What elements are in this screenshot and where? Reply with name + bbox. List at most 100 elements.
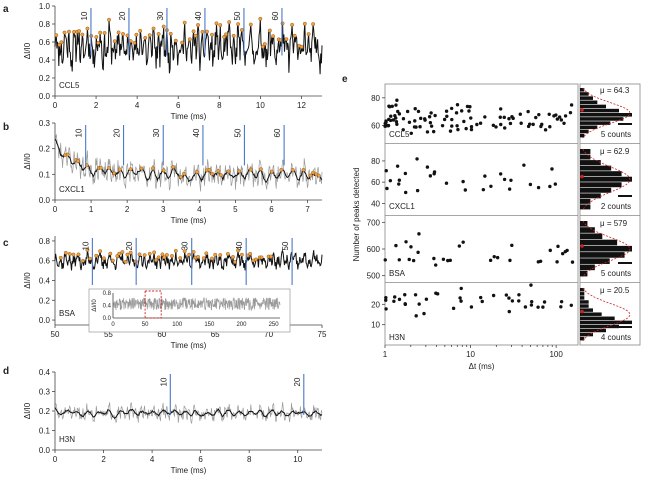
scatter-point (518, 112, 523, 116)
detected-peak-point (269, 254, 274, 259)
scatter-point (384, 295, 388, 300)
y-tick-label: 0.2 (39, 74, 51, 83)
scatter-point (550, 167, 554, 171)
histogram-bar (580, 204, 591, 210)
detected-peak-point (187, 37, 192, 42)
x-tick-label: 0 (53, 101, 58, 110)
detected-peak-point (143, 35, 148, 40)
scatter-point (397, 182, 401, 186)
histogram-bar (580, 252, 625, 258)
sample-label: CXCL1 (389, 202, 415, 211)
histogram-bar (580, 96, 593, 100)
detected-peak-point (178, 175, 183, 179)
x-tick-label: 6 (176, 101, 181, 110)
detected-peak-point (116, 30, 121, 35)
mean-marker (580, 244, 584, 248)
scatter-point (548, 184, 552, 189)
x-tick-label: 2 (125, 205, 130, 214)
scatter-point (419, 116, 423, 121)
scatter-point (413, 106, 417, 111)
detected-peak-point (180, 40, 185, 45)
sample-label: H3N (389, 333, 405, 342)
detected-peak-point (102, 256, 106, 261)
scatter-point (494, 125, 498, 129)
peak-index-label: 40 (235, 241, 244, 250)
x-tick-label: 1 (89, 205, 94, 214)
histogram-bar (580, 92, 589, 96)
x-tick-label: 8 (217, 101, 222, 110)
detected-peak-point (182, 171, 186, 176)
detected-peak-point (98, 249, 103, 254)
detected-peak-point (236, 248, 240, 253)
peak-index-label: 50 (233, 128, 242, 137)
y-tick-label: 80 (371, 157, 380, 166)
scatter-point (507, 187, 512, 191)
detected-peak-point (117, 251, 122, 256)
scatter-point (448, 129, 453, 133)
peak-index-label: 40 (192, 128, 201, 137)
scatter-point (560, 251, 565, 256)
detected-peak-point (128, 250, 133, 255)
detected-peak-point (107, 17, 111, 22)
detected-peak-point (226, 252, 230, 256)
histogram-bar (580, 296, 585, 300)
inset-x-tick-label: 0 (111, 322, 115, 328)
mean-label: μ = 64.3 (600, 86, 630, 95)
scatter-point (433, 263, 438, 267)
histogram-bar (580, 117, 624, 121)
scatter-point (461, 179, 465, 184)
count-label: 5 counts (601, 269, 631, 278)
detected-peak-point (269, 169, 274, 174)
detected-peak-point (171, 165, 176, 169)
scatter-point (491, 123, 496, 127)
detected-peak-point (63, 250, 68, 255)
detected-peak-point (98, 165, 103, 170)
detected-peak-point (187, 252, 192, 257)
detected-peak-point (94, 35, 99, 39)
scatter-point (388, 178, 393, 183)
scatter-point (397, 297, 402, 302)
scatter-point (405, 109, 410, 114)
scatter-point (459, 109, 464, 113)
peak-index-label: 30 (152, 128, 161, 137)
histogram-bar (580, 121, 611, 125)
detected-peak-point (57, 43, 62, 47)
detected-peak-point (108, 251, 113, 256)
inset-y-tick-label: 0.0 (103, 316, 112, 322)
detected-peak-point (218, 253, 223, 257)
scatter-point (425, 165, 430, 169)
scatter-point (548, 248, 552, 253)
scatter-point (416, 250, 420, 255)
gaussian-fit-curve (582, 148, 631, 211)
detected-peak-point (147, 33, 152, 38)
scatter-point (444, 109, 449, 113)
scatter-point (395, 164, 400, 168)
detected-peak-point (204, 251, 209, 256)
scatter-point (459, 299, 463, 303)
histogram-bar (580, 171, 622, 177)
detected-peak-point (191, 29, 196, 34)
y-tick-label: 1.0 (39, 2, 51, 11)
scatter-point (424, 297, 429, 301)
panel-label-a: a (3, 4, 9, 15)
scatter-point (433, 113, 437, 118)
detected-peak-point (94, 253, 99, 258)
peak-index-label: 10 (81, 241, 90, 250)
inset-x-tick-label: 200 (236, 322, 247, 328)
detected-peak-point (112, 171, 117, 176)
scatter-point (429, 111, 433, 115)
scatter-point (459, 286, 463, 291)
scatter-point (422, 311, 426, 316)
scatter-point (559, 305, 563, 309)
inset-x-tick-label: 100 (172, 322, 183, 328)
detected-peak-point (76, 252, 81, 257)
scatter-point (417, 302, 421, 306)
scatter-point (569, 303, 574, 307)
scatter-point (403, 171, 408, 176)
count-label: 5 counts (601, 130, 631, 139)
detected-peak-point (154, 258, 158, 262)
detected-peak-point (284, 37, 289, 42)
histogram-bar (580, 125, 598, 130)
sample-label: CCL5 (59, 81, 80, 90)
scatter-point (450, 117, 454, 122)
